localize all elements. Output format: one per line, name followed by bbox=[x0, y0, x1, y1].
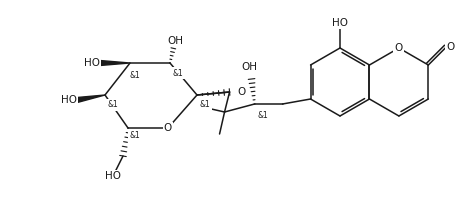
Polygon shape bbox=[100, 61, 130, 65]
Text: HO: HO bbox=[84, 58, 100, 68]
Text: O: O bbox=[395, 43, 403, 53]
Text: HO: HO bbox=[105, 171, 121, 181]
Text: O: O bbox=[164, 123, 172, 133]
Text: HO: HO bbox=[332, 18, 348, 28]
Text: HO: HO bbox=[61, 95, 77, 105]
Text: &1: &1 bbox=[173, 68, 183, 78]
Text: &1: &1 bbox=[257, 111, 268, 121]
Text: O: O bbox=[238, 87, 246, 97]
Text: O: O bbox=[446, 42, 455, 52]
Text: &1: &1 bbox=[129, 70, 140, 80]
Polygon shape bbox=[77, 95, 105, 102]
Text: &1: &1 bbox=[199, 100, 210, 109]
Text: &1: &1 bbox=[129, 131, 140, 140]
Text: OH: OH bbox=[241, 62, 258, 72]
Text: OH: OH bbox=[167, 36, 183, 46]
Text: &1: &1 bbox=[108, 100, 119, 109]
